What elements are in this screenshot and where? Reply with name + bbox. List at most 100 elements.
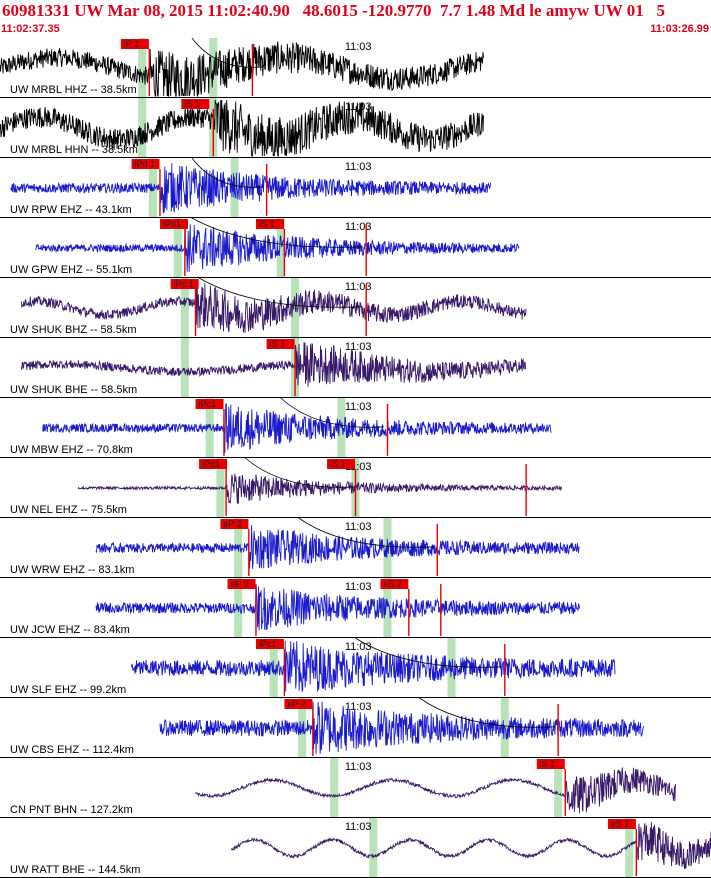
pick-flag-label: iS 1 bbox=[270, 339, 286, 349]
seismic-trace bbox=[131, 640, 616, 693]
time-marker-label: 11:03 bbox=[345, 821, 372, 833]
station-label: UW MRBL HHZ -- 38.5km bbox=[10, 84, 137, 96]
pick-window-bar bbox=[180, 278, 189, 338]
seismogram-panel[interactable]: 11:03 iS 1 UW SHUK BHE -- 58.5km bbox=[0, 338, 711, 398]
phase-pick-flag[interactable]: eS 2 bbox=[607, 819, 636, 829]
pick-flag-box bbox=[284, 699, 313, 709]
seismic-trace bbox=[95, 525, 580, 569]
station-label: UW RATT BHE -- 144.5km bbox=[10, 864, 140, 876]
seismogram-panel[interactable]: 11:03 iP 1 UW MRBL HHZ -- 38.5km bbox=[0, 38, 711, 98]
station-label: UW GPW EHZ -- 55.1km bbox=[10, 264, 132, 276]
phase-pick-flag[interactable]: eP 2 bbox=[220, 519, 249, 529]
seismic-trace bbox=[159, 701, 644, 754]
seismic-trace bbox=[95, 583, 580, 631]
time-marker-label: 11:03 bbox=[345, 281, 372, 293]
seismogram-panels[interactable]: 11:03 iP 1 UW MRBL HHZ -- 38.5km 11:03 iS 1 U… bbox=[0, 38, 711, 878]
seismogram-panel[interactable]: 11:03 eS 2 UW RATT BHE -- 144.5km bbox=[0, 818, 711, 878]
pick-window-bar bbox=[138, 38, 147, 98]
seismogram-panel[interactable]: 11:03 eP 2 eS 2 UW JCW EHZ -- 83.4km bbox=[0, 578, 711, 638]
pick-window-bar bbox=[554, 758, 563, 818]
phase-pick-flag[interactable]: iS 1 bbox=[255, 219, 284, 229]
phase-pick-flag[interactable]: iS 1 bbox=[536, 759, 565, 769]
seismogram-panel[interactable]: 11:03 iS 1 UW MRBL HHN -- 38.5km bbox=[0, 98, 711, 158]
phase-pick-flag[interactable]: iPd1 bbox=[159, 219, 188, 229]
seismic-trace bbox=[20, 342, 527, 387]
phase-pick-flag[interactable]: iS 1 bbox=[327, 459, 356, 469]
station-label: UW MBW EHZ -- 70.8km bbox=[10, 444, 133, 456]
seismogram-panel[interactable]: 11:03 iPd1 iS 1 UW GPW EHZ -- 55.1km bbox=[0, 217, 711, 278]
pick-flag-label: iS 1 bbox=[330, 459, 346, 469]
time-marker-label: 11:03 bbox=[345, 161, 372, 173]
seismogram-panel[interactable]: 11:03 iPc1 UW MBW EHZ -- 70.8km bbox=[0, 397, 711, 458]
seismogram-panel[interactable]: 11:03 iPc 1 UW SHUK BHZ -- 58.5km bbox=[0, 277, 711, 338]
travel-time-curve bbox=[191, 157, 264, 188]
pick-flag-label: eS 2 bbox=[383, 579, 402, 589]
travel-time-curve bbox=[355, 637, 502, 668]
time-marker-label: 11:03 bbox=[345, 581, 372, 593]
seismic-trace bbox=[230, 821, 711, 870]
pick-flag-label: iP 1 bbox=[124, 39, 139, 49]
phase-pick-flag[interactable]: iP 1 bbox=[120, 39, 149, 49]
station-label: UW MRBL HHN -- 38.5km bbox=[10, 144, 138, 156]
pick-flag-label: iS 1 bbox=[184, 99, 200, 109]
travel-time-curve bbox=[280, 397, 384, 428]
pick-flag-box bbox=[327, 459, 356, 469]
station-label: UW SHUK BHZ -- 58.5km bbox=[10, 324, 137, 336]
pick-flag-label: eS 2 bbox=[611, 819, 630, 829]
time-marker-label: 11:03 bbox=[345, 701, 372, 713]
pick-flag-label: iPd1 bbox=[163, 219, 181, 229]
station-label: UW WRW EHZ -- 83.1km bbox=[10, 564, 134, 576]
seismogram-panel[interactable]: 11:03 iS 1 CN PNT BHN -- 127.2km bbox=[0, 758, 711, 818]
time-marker-label: 11:03 bbox=[345, 101, 372, 113]
pick-flag-label: iPd1 bbox=[202, 459, 220, 469]
seismogram-panel[interactable]: 11:03 iPc1 UW SLF EHZ -- 99.2km bbox=[0, 637, 711, 698]
time-marker-label: 11:03 bbox=[345, 761, 372, 773]
seismogram-panel[interactable]: 11:03 eP 2 UW CBS EHZ -- 112.4km bbox=[0, 697, 711, 758]
phase-pick-flag[interactable]: iPc 1 bbox=[170, 279, 199, 289]
pick-flag-label: iPc 1 bbox=[174, 279, 194, 289]
pick-flag-box bbox=[170, 279, 199, 289]
pick-window-bar bbox=[369, 818, 378, 878]
time-marker-label: 11:03 bbox=[345, 641, 372, 653]
pick-window-bar bbox=[138, 98, 147, 158]
seismogram-panel[interactable]: 11:03 eP 2 UW WRW EHZ -- 83.1km bbox=[0, 517, 711, 578]
phase-pick-flag[interactable]: iPd1 bbox=[199, 459, 228, 469]
phase-pick-flag[interactable]: eS 2 bbox=[380, 579, 409, 589]
pick-window-bar bbox=[625, 818, 634, 878]
pick-flag-box bbox=[220, 519, 249, 529]
phase-pick-flag[interactable]: iS 1 bbox=[181, 99, 210, 109]
pick-window-bar bbox=[383, 578, 392, 638]
pick-flag-box bbox=[195, 399, 224, 409]
seismogram-panel[interactable]: 11:03 iPd 1 UW RPW EHZ -- 43.1km bbox=[0, 157, 711, 218]
phase-pick-flag[interactable]: eP 2 bbox=[284, 699, 313, 709]
travel-time-curve bbox=[191, 217, 363, 248]
time-marker-label: 11:03 bbox=[345, 41, 372, 53]
phase-pick-flag[interactable]: iPc1 bbox=[255, 639, 284, 649]
pick-flag-box bbox=[255, 639, 284, 649]
station-label: UW RPW EHZ -- 43.1km bbox=[10, 204, 132, 216]
station-label: CN PNT BHN -- 127.2km bbox=[10, 804, 133, 816]
travel-time-curve bbox=[298, 517, 434, 548]
time-marker-label: 11:03 bbox=[345, 401, 372, 413]
pick-flag-label: iPc1 bbox=[259, 639, 277, 649]
seismic-trace bbox=[42, 403, 552, 453]
phase-pick-flag[interactable]: iS 1 bbox=[266, 339, 295, 349]
seismic-trace bbox=[195, 767, 676, 814]
time-marker-label: 11:03 bbox=[345, 221, 372, 233]
pick-window-bar bbox=[209, 38, 218, 98]
pick-window-bar bbox=[500, 698, 509, 758]
event-title: 60981331 UW Mar 08, 2015 11:02:40.90 48.… bbox=[2, 1, 665, 20]
phase-pick-flag[interactable]: eP 2 bbox=[227, 579, 256, 589]
pick-flag-box bbox=[159, 219, 188, 229]
travel-time-curve bbox=[419, 697, 555, 728]
pick-window-bar bbox=[276, 218, 285, 278]
phase-pick-flag[interactable]: iPc1 bbox=[195, 399, 224, 409]
travel-time-curve bbox=[191, 38, 264, 68]
event-header: 60981331 UW Mar 08, 2015 11:02:40.90 48.… bbox=[0, 0, 711, 38]
phase-pick-flag[interactable]: iPd 1 bbox=[131, 159, 160, 169]
window-start-time: 11:02:37.35 bbox=[1, 23, 60, 35]
seismic-trace bbox=[77, 473, 563, 504]
station-label: UW SHUK BHE -- 58.5km bbox=[10, 384, 137, 396]
pick-flag-box bbox=[266, 339, 295, 349]
